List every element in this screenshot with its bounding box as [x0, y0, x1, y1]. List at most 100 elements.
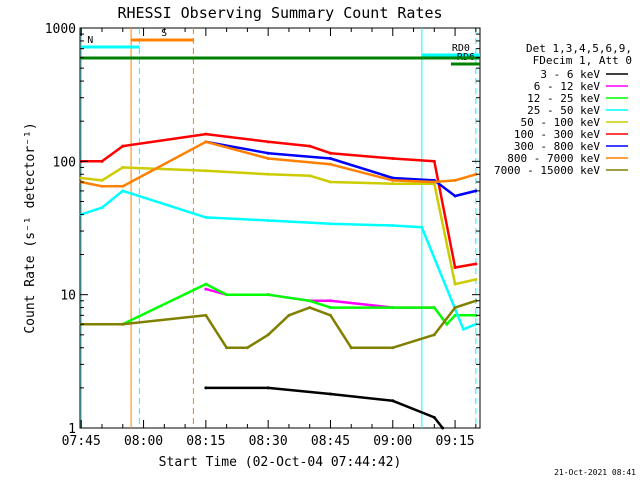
series-point-5-6 [308, 174, 312, 178]
series-point-6-5 [266, 140, 270, 144]
x-tick-label-0: 07:45 [62, 434, 101, 449]
series-point-8-9 [453, 178, 457, 182]
legend-label-6: 100 - 300 keV [514, 128, 600, 141]
x-axis-label: Start Time (02-Oct-04 07:44:42) [159, 455, 402, 470]
series-point-3-11 [453, 313, 457, 317]
series-point-8-8 [432, 180, 436, 184]
series-point-4-4 [204, 215, 208, 219]
series-point-3-10 [445, 322, 449, 326]
series-point-4-7 [391, 224, 395, 228]
plot-frame [79, 27, 481, 429]
series-point-6-2 [100, 159, 104, 163]
series-point-9-12 [432, 333, 436, 337]
series-point-1-2 [266, 386, 270, 390]
series-point-1-1 [204, 386, 208, 390]
series-point-9-4 [225, 346, 229, 350]
legend-label-3: 12 - 25 keV [527, 92, 600, 105]
series-point-8-2 [100, 184, 104, 188]
legend-label-8: 800 - 7000 keV [507, 152, 600, 165]
series-point-3-6 [308, 299, 312, 303]
series-point-5-1 [79, 176, 83, 180]
annotation-label-n: N [87, 35, 93, 46]
series-point-8-4 [204, 140, 208, 144]
series-point-3-5 [266, 293, 270, 297]
x-tick-label-5: 09:00 [373, 434, 412, 449]
series-point-7-4 [391, 176, 395, 180]
x-tick-label-4: 08:45 [311, 434, 350, 449]
series-point-6-7 [328, 151, 332, 155]
series-point-1-4 [391, 399, 395, 403]
series-point-7-7 [474, 189, 478, 193]
x-tick-label-1: 08:00 [124, 434, 163, 449]
legend-header-1: FDecim 1, Att 0 [533, 54, 632, 67]
annotation-label-rd0: RD0 [452, 43, 470, 54]
series-point-4-3 [121, 189, 125, 193]
series-point-3-3 [204, 282, 208, 286]
series-point-1-6 [441, 426, 445, 430]
series-point-2-5 [328, 299, 332, 303]
series-point-4-6 [328, 222, 332, 226]
series-point-8-7 [391, 178, 395, 182]
series-point-1-3 [328, 392, 332, 396]
x-tick-label-2: 08:15 [186, 434, 225, 449]
series-point-8-10 [474, 172, 478, 176]
series-point-2-1 [204, 287, 208, 291]
y-tick-label-3: 1000 [45, 22, 76, 37]
legend-label-7: 300 - 800 keV [514, 140, 600, 153]
series-point-5-7 [328, 180, 332, 184]
series-point-5-5 [266, 172, 270, 176]
series-line-8 [80, 140, 477, 188]
y-axis-label: Count Rate (s⁻¹ detector⁻¹) [23, 122, 38, 333]
series-point-1-5 [432, 415, 436, 419]
annotation-label-s: S [161, 28, 167, 39]
series-point-7-2 [266, 151, 270, 155]
series-point-4-10 [474, 322, 478, 326]
series-point-9-5 [245, 346, 249, 350]
series-point-6-8 [391, 157, 395, 161]
legend-label-2: 6 - 12 keV [534, 80, 601, 93]
series-point-5-11 [474, 277, 478, 281]
series-point-5-10 [453, 282, 457, 286]
series-point-5-2 [100, 178, 104, 182]
y-tick-label-2: 100 [53, 155, 76, 170]
series-point-9-9 [328, 313, 332, 317]
series-point-3-7 [328, 306, 332, 310]
series-line-3 [81, 282, 476, 326]
series-point-9-7 [287, 313, 291, 317]
series-point-9-2 [121, 322, 125, 326]
series-point-3-4 [225, 293, 229, 297]
series-point-6-4 [204, 132, 208, 136]
series-point-6-3 [121, 144, 125, 148]
series-point-9-13 [453, 306, 457, 310]
series-point-9-14 [474, 299, 478, 303]
series-point-9-6 [266, 333, 270, 337]
legend-label-1: 3 - 6 keV [540, 68, 600, 81]
series-point-8-5 [266, 157, 270, 161]
series-line-4 [80, 189, 477, 331]
x-tick-label-6: 09:15 [436, 434, 475, 449]
legend-header-0: Det 1,3,4,5,6,9, [526, 42, 632, 55]
series-point-4-8 [420, 225, 424, 229]
series-point-3-12 [474, 313, 478, 317]
series-point-6-10 [453, 265, 457, 269]
series-point-5-3 [121, 165, 125, 169]
series-line-9 [81, 299, 477, 349]
x-tick-label-3: 08:30 [249, 434, 288, 449]
series-point-4-5 [266, 218, 270, 222]
timestamp: 21-Oct-2021 08:41 [554, 468, 636, 477]
series-point-3-9 [432, 306, 436, 310]
legend-label-4: 25 - 50 keV [527, 104, 600, 117]
series-line-1 [205, 386, 444, 429]
series-point-7-6 [453, 194, 457, 198]
legend-label-5: 50 - 100 keV [521, 116, 601, 129]
legend-label-9: 7000 - 15000 keV [494, 164, 600, 177]
series-point-4-2 [100, 206, 104, 210]
y-tick-label-1: 10 [60, 289, 76, 304]
series-point-9-3 [204, 313, 208, 317]
series-point-3-8 [391, 306, 395, 310]
series-point-9-8 [308, 306, 312, 310]
series-point-6-11 [474, 262, 478, 266]
series-point-9-11 [391, 346, 395, 350]
y-tick-label-0: 1 [68, 422, 76, 437]
